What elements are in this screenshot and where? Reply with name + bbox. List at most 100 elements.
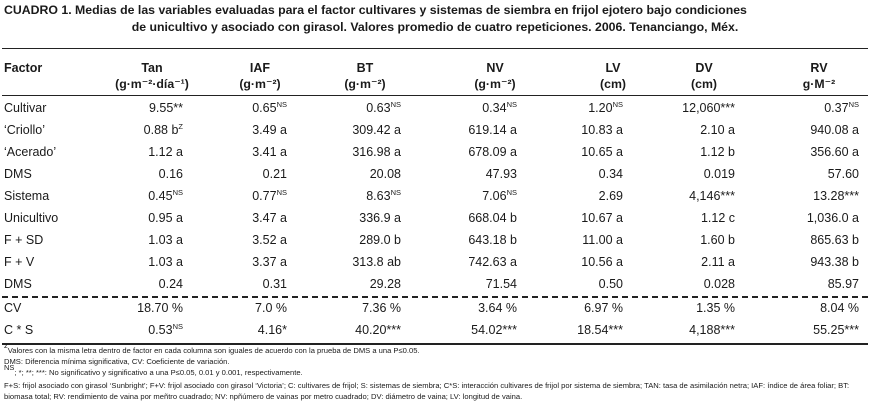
- cell-tan-significance: NS: [172, 188, 183, 197]
- cell-rv: 8.04 %: [820, 301, 859, 315]
- cell-nv-value: 7.06: [482, 189, 507, 203]
- cell-bt: 7.36 %: [362, 301, 401, 315]
- cell-nv-significance: NS: [506, 188, 517, 197]
- cell-nv: 678.09 a: [468, 145, 517, 159]
- cell-bt: 8.63NS: [366, 189, 401, 203]
- cell-tan-value: 1.12 a: [148, 145, 183, 159]
- cell-iaf: 0.21: [263, 167, 287, 181]
- cell-iaf-value: 3.49 a: [252, 123, 287, 137]
- cell-bt: 0.63NS: [366, 101, 401, 115]
- header-tan-name: Tan: [141, 61, 163, 75]
- cell-lv-value: 18.54***: [577, 323, 623, 337]
- cell-iaf-significance: NS: [276, 100, 287, 109]
- cell-lv: 10.67 a: [581, 211, 623, 225]
- cell-rv: 356.60 a: [810, 145, 859, 159]
- cell-tan: 9.55**: [149, 101, 183, 115]
- cell-bt-value: 7.36 %: [362, 301, 401, 315]
- cell-nv-value: 3.64 %: [478, 301, 517, 315]
- cell-rv-value: 0.37: [824, 101, 849, 115]
- table-row: Sistema 0.45NS 0.77NS 8.63NS 7.06NS 2.69 4,146…: [0, 186, 871, 208]
- cell-nv-value: 47.93: [485, 167, 517, 181]
- cell-dv: 0.028: [704, 277, 735, 291]
- row-factor-label: Unicultivo: [4, 211, 59, 225]
- cell-tan-significance: NS: [172, 322, 183, 331]
- cell-lv: 1.20NS: [588, 101, 623, 115]
- cell-lv: 0.34: [599, 167, 623, 181]
- header-dv: DV (cm): [674, 60, 734, 92]
- cell-tan-value: 0.88 b: [143, 123, 179, 137]
- caption-line-2: de unicultivo y asociado con girasol. Va…: [131, 20, 739, 34]
- cell-dv-value: 0.019: [703, 167, 735, 181]
- bottom-rule: [2, 343, 868, 345]
- cell-tan-value: 0.24: [158, 277, 183, 291]
- cell-nv-value: 742.63 a: [468, 255, 517, 269]
- header-lv-unit: (cm): [600, 77, 626, 91]
- cell-lv-value: 10.65 a: [581, 145, 623, 159]
- cell-bt-value: 289.0 b: [359, 233, 401, 247]
- cell-lv-value: 10.56 a: [581, 255, 623, 269]
- cell-rv-value: 85.97: [827, 277, 859, 291]
- cell-lv-value: 11.00 a: [582, 233, 623, 247]
- header-bt-unit: (g·m⁻²): [344, 77, 386, 91]
- cell-iaf-value: 0.65: [252, 101, 277, 115]
- row-factor-label: ‘Criollo’: [4, 123, 45, 137]
- cell-rv: 55.25***: [813, 323, 859, 337]
- row-factor-label: C * S: [4, 323, 34, 337]
- header-lv-name: LV: [605, 61, 621, 75]
- footnote-z-mark: z: [4, 341, 8, 350]
- cell-lv-value: 2.69: [598, 189, 623, 203]
- cell-nv-value: 54.02***: [471, 323, 517, 337]
- cell-bt-significance: NS: [390, 188, 401, 197]
- cell-tan: 0.16: [159, 167, 183, 181]
- cell-tan-value: 0.45: [148, 189, 173, 203]
- cell-tan: 0.53NS: [148, 323, 183, 337]
- cell-dv-value: 1.60 b: [700, 233, 735, 247]
- cell-tan: 18.70 %: [137, 301, 183, 315]
- cell-dv: 12,060***: [682, 101, 735, 115]
- row-factor-label: F + V: [4, 255, 35, 269]
- top-rule: [2, 48, 868, 49]
- cell-iaf: 3.49 a: [252, 123, 287, 137]
- cell-bt-value: 40.20***: [355, 323, 401, 337]
- cell-bt: 289.0 b: [359, 233, 401, 247]
- cell-dv-value: 2.10 a: [700, 123, 735, 137]
- cell-rv-value: 943.38 b: [810, 255, 859, 269]
- cell-iaf: 0.31: [263, 277, 287, 291]
- cell-dv-value: 1.12 b: [700, 145, 735, 159]
- footnote-dms: DMS: Diferencia mínima significativa, CV…: [4, 357, 230, 366]
- row-factor-label: Cultivar: [4, 101, 47, 115]
- cell-nv-value: 668.04 b: [468, 211, 517, 225]
- cell-dv: 1.60 b: [700, 233, 735, 247]
- cell-tan: 1.03 a: [148, 255, 183, 269]
- row-factor-label: F + SD: [4, 233, 44, 247]
- cell-iaf: 0.77NS: [252, 189, 287, 203]
- footnote-ns-text: ; *; **; ***: No significativo y signifi…: [14, 368, 303, 377]
- row-factor-label: CV: [4, 301, 22, 315]
- cell-tan-value: 9.55**: [148, 101, 183, 115]
- cell-bt: 40.20***: [355, 323, 401, 337]
- cell-iaf: 4.16*: [258, 323, 287, 337]
- cell-lv: 10.56 a: [581, 255, 623, 269]
- header-rv: RV g·M⁻²: [784, 60, 854, 92]
- cell-iaf: 3.41 a: [252, 145, 287, 159]
- cell-dv: 1.12 c: [701, 211, 735, 225]
- cell-dv: 0.019: [704, 167, 735, 181]
- cell-bt-value: 309.42 a: [352, 123, 401, 137]
- cell-dv: 4,146***: [689, 189, 735, 203]
- cell-rv: 943.38 b: [810, 255, 859, 269]
- header-rule: [2, 95, 868, 96]
- cell-nv-significance: NS: [506, 100, 517, 109]
- cell-nv: 668.04 b: [468, 211, 517, 225]
- cell-tan: 1.12 a: [148, 145, 183, 159]
- cell-dv-value: 12,060***: [682, 101, 735, 115]
- cell-bt: 336.9 a: [359, 211, 401, 225]
- cell-dv-value: 1.12 c: [700, 211, 735, 225]
- row-factor-label: DMS: [4, 277, 32, 291]
- header-dv-unit: (cm): [691, 77, 717, 91]
- footnote-z-text: Valores con la misma letra dentro de fac…: [7, 346, 420, 355]
- cell-nv: 54.02***: [471, 323, 517, 337]
- table-row: ‘Acerado’ 1.12 a 3.41 a 316.98 a 678.09 a 10.…: [0, 142, 871, 164]
- cell-rv: 865.63 b: [810, 233, 859, 247]
- cell-bt-value: 0.63: [366, 101, 391, 115]
- cell-tan: 0.95 a: [148, 211, 183, 225]
